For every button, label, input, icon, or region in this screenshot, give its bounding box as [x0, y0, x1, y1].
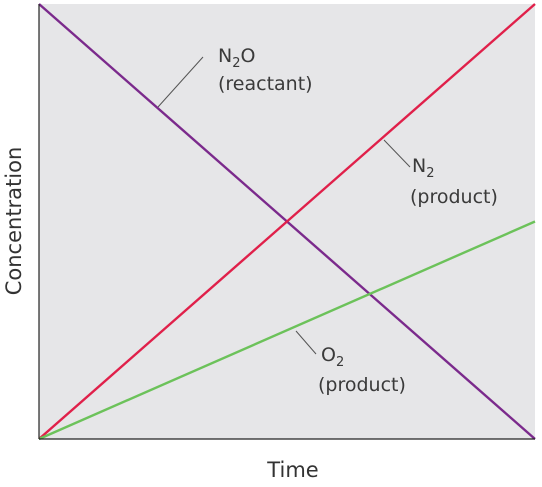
o2-role-label: (product) [318, 374, 406, 396]
o2-formula-label: O2 [321, 344, 344, 370]
o2-leader-line [295, 330, 317, 355]
n2o-formula-label: N2O [218, 45, 255, 71]
n2-formula-label: N2 [412, 155, 435, 181]
n2-leader-line [383, 139, 411, 168]
annotation-layer: N2O (reactant) N2 (product) O2 (product) [157, 45, 498, 396]
n2-product-line [38, 3, 536, 440]
n2o-leader-line [157, 56, 204, 108]
series-layer [38, 3, 536, 441]
n2o-role-label: (reactant) [218, 73, 313, 95]
x-axis-title: Time [266, 458, 318, 482]
n2-role-label: (product) [410, 186, 498, 208]
y-axis-title: Concentration [2, 147, 26, 296]
o2-product-line [38, 220, 536, 441]
